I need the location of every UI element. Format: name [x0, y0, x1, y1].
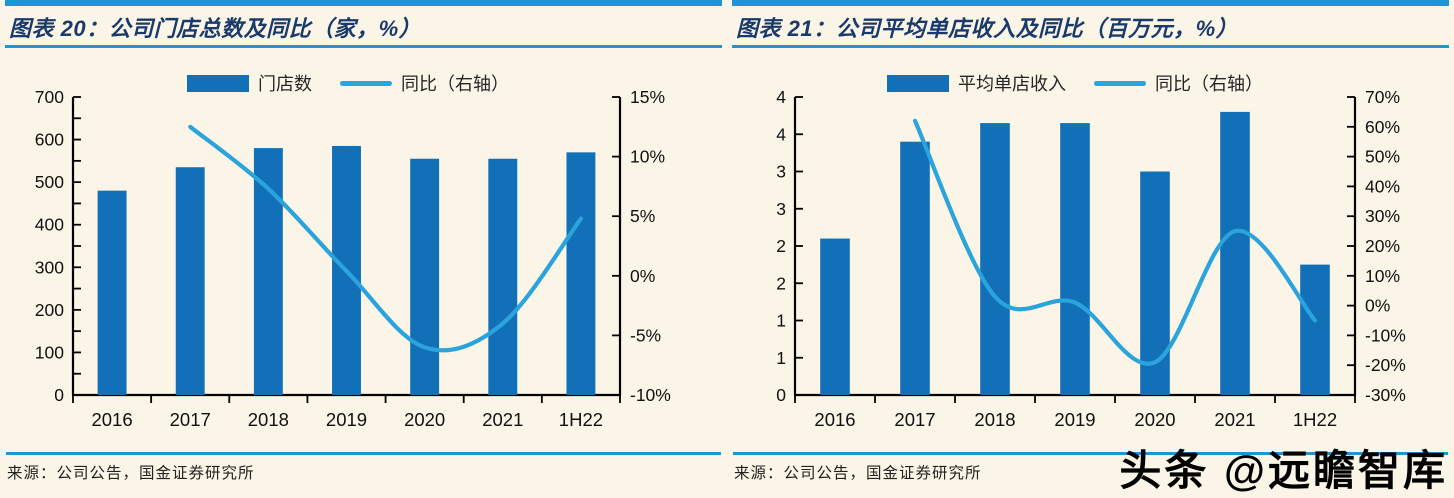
title-underline-rule: [732, 45, 1449, 48]
legend-item-line: 同比（右轴）: [1094, 70, 1263, 96]
axis-tick-label: 2: [776, 273, 786, 293]
line-series-swatch-icon: [1094, 80, 1146, 86]
axis-tick-label: 5%: [630, 206, 655, 226]
axis-tick-label: 0: [54, 385, 64, 405]
axis-tick-label: 500: [35, 172, 64, 192]
axis-tick-label: 2017: [170, 409, 211, 430]
legend-item-bar: 平均单店收入: [887, 70, 1066, 96]
axis-tick-label: 2018: [974, 409, 1015, 430]
legend-item-bar: 门店数: [187, 70, 312, 96]
title-underline-rule: [5, 45, 722, 48]
line-series-swatch-icon: [340, 80, 392, 86]
axis-tick-label: 2017: [894, 409, 935, 430]
bar: [1060, 123, 1090, 395]
axis-tick-label: 10%: [630, 147, 665, 167]
panel-top-rule: [732, 0, 1449, 6]
axis-tick-label: -10%: [630, 385, 671, 405]
axis-tick-label: 2016: [814, 409, 855, 430]
chart-legend: 平均单店收入 同比（右轴）: [795, 70, 1355, 96]
axis-tick-label: 600: [35, 130, 64, 150]
axis-tick-label: 400: [35, 215, 64, 235]
bar-series-swatch-icon: [187, 74, 249, 92]
axis-tick-label: 15%: [630, 87, 665, 107]
axis-tick-label: 40%: [1365, 176, 1400, 196]
chart-area: 平均单店收入 同比（右轴） 0 1 1 2 2 3 3 4 4 -30% -20% -10% 0% 10%…: [727, 58, 1454, 448]
watermark-text: 头条 @远瞻智库: [1119, 447, 1448, 494]
bar: [1140, 171, 1170, 395]
axis-tick-label: 10%: [1365, 266, 1400, 286]
axis-tick-label: 1H22: [1293, 409, 1337, 430]
yoy-line: [188, 124, 584, 353]
bar: [820, 238, 850, 395]
legend-line-label: 同比（右轴）: [401, 74, 509, 94]
source-text: 来源：公司公告，国金证券研究所: [7, 465, 255, 482]
bar: [1300, 264, 1330, 395]
bar: [410, 158, 440, 395]
axis-tick-label: 20%: [1365, 236, 1400, 256]
axis-tick-label: 4: [776, 124, 786, 144]
footer-rule: [6, 452, 721, 455]
axis-tick-label: 2020: [1134, 409, 1175, 430]
legend-bar-label: 平均单店收入: [958, 74, 1066, 94]
axis-tick-label: 1: [776, 348, 786, 368]
figure-panel-20: 图表 20：公司门店总数及同比（家，%） 门店数 同比（右轴） 0 100 200 3…: [0, 0, 727, 497]
axis-tick-label: 70%: [1365, 87, 1400, 107]
axis-tick-label: 2019: [1054, 409, 1095, 430]
axis-tick-label: -5%: [630, 325, 661, 345]
bar-series-swatch-icon: [887, 74, 949, 92]
axis-tick-label: 100: [35, 342, 64, 362]
axis-tick-label: 3: [776, 162, 786, 182]
axis-tick-label: 2016: [91, 409, 132, 430]
bar: [253, 148, 283, 395]
axis-tick-label: 2021: [1214, 409, 1255, 430]
axis-tick-label: 4: [776, 87, 786, 107]
axis-tick-label: -10%: [1365, 325, 1406, 345]
axis-tick-label: 2018: [248, 409, 289, 430]
chart-title: 图表 21：公司平均单店收入及同比（百万元，%）: [736, 16, 1239, 41]
chart-area: 门店数 同比（右轴） 0 100 200 300 400 500 600 700 -10% -5%…: [0, 58, 727, 448]
axis-tick-label: 300: [35, 257, 64, 277]
figure-panel-21: 图表 21：公司平均单店收入及同比（百万元，%） 平均单店收入 同比（右轴） 0…: [727, 0, 1454, 497]
axis-tick-label: 2019: [326, 409, 367, 430]
axis-tick-label: 50%: [1365, 147, 1400, 167]
axis-tick-label: 700: [35, 87, 64, 107]
bar: [980, 123, 1010, 395]
source-text: 来源：公司公告，国金证券研究所: [734, 465, 982, 482]
chart-legend: 门店数 同比（右轴）: [68, 70, 628, 96]
chart-title: 图表 20：公司门店总数及同比（家，%）: [9, 16, 422, 41]
bar: [97, 190, 127, 395]
axis-tick-label: 2021: [482, 409, 523, 430]
axis-tick-label: 2020: [404, 409, 445, 430]
axis-tick-label: 0%: [1365, 296, 1390, 316]
axis-tick-label: 2: [776, 236, 786, 256]
axis-tick-label: -30%: [1365, 385, 1406, 405]
bar-line-chart-revenue: 0 1 1 2 2 3 3 4 4 -30% -20% -10% 0% 10% 20% 30% 40% 50% 60…: [776, 87, 1406, 430]
legend-line-label: 同比（右轴）: [1155, 74, 1263, 94]
legend-bar-label: 门店数: [258, 74, 312, 94]
bar: [900, 141, 930, 395]
footer-rule: [733, 452, 1448, 455]
axis-tick-label: 3: [776, 199, 786, 219]
axis-tick-label: 200: [35, 300, 64, 320]
axis-tick-label: 30%: [1365, 206, 1400, 226]
bar: [566, 152, 596, 395]
yoy-line: [912, 118, 1318, 366]
axis-tick-label: 1H22: [559, 409, 603, 430]
bar: [1220, 111, 1250, 396]
axis-tick-label: 0: [776, 385, 786, 405]
bar: [488, 158, 518, 395]
axis-tick-label: 1: [776, 311, 786, 331]
panel-top-rule: [5, 0, 722, 6]
bar-line-chart-stores: 0 100 200 300 400 500 600 700 -10% -5% 0% 5% 10% 15% 2…: [35, 87, 671, 430]
legend-item-line: 同比（右轴）: [340, 70, 509, 96]
bar: [175, 167, 205, 395]
axis-tick-label: 60%: [1365, 117, 1400, 137]
axis-tick-label: 0%: [630, 266, 655, 286]
axis-tick-label: -20%: [1365, 355, 1406, 375]
